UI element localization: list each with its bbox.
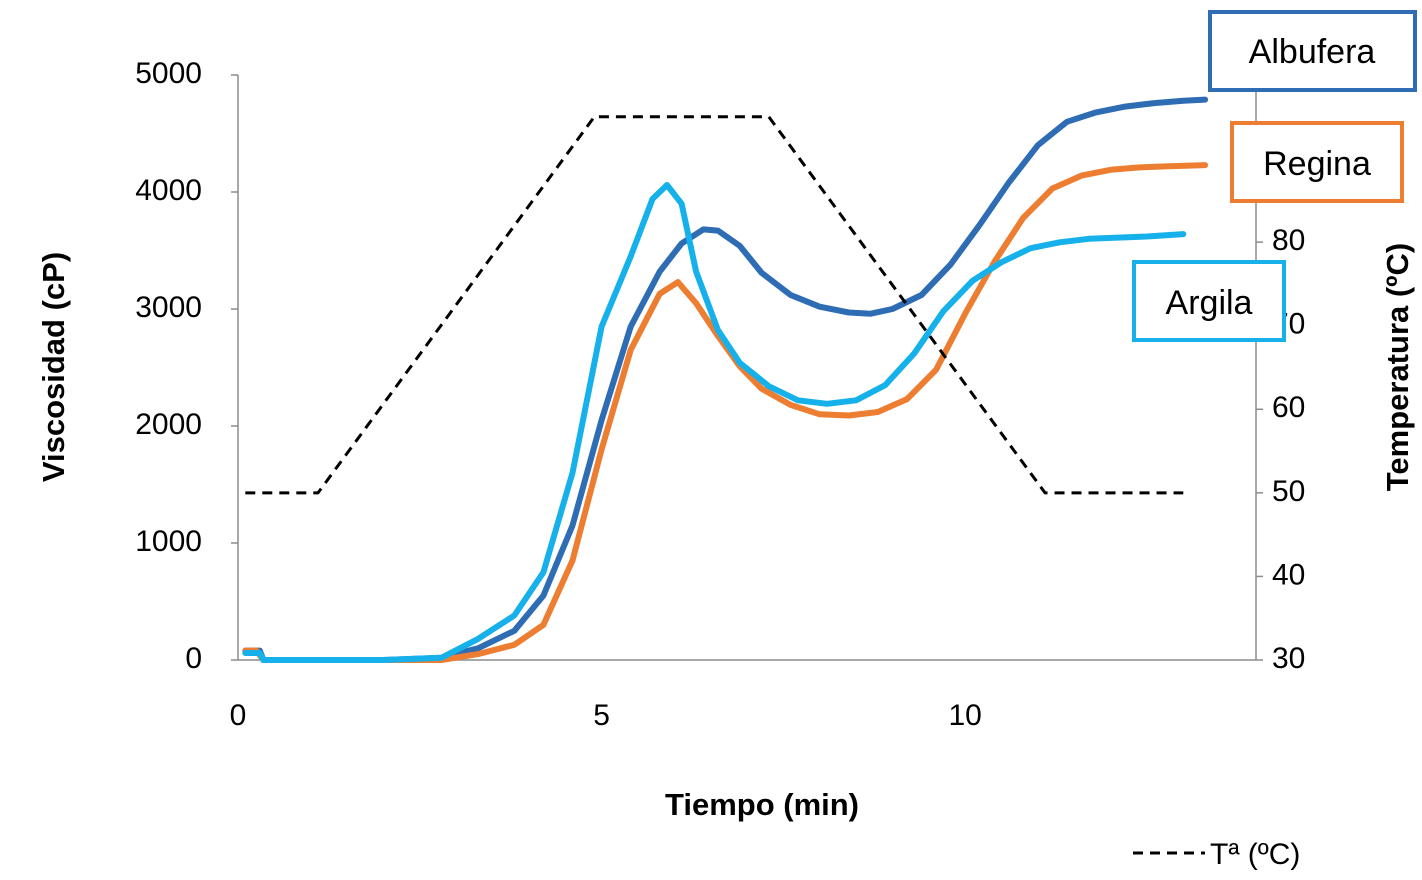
label-regina: Regina bbox=[1230, 121, 1404, 203]
legend-temperature: Tª (ºC) bbox=[1210, 838, 1300, 871]
label-argila: Argila bbox=[1132, 260, 1286, 342]
label-albufera-text: Albufera bbox=[1249, 33, 1376, 71]
legend: Tª (ºC) bbox=[1133, 838, 1300, 871]
right-tick-label: 60 bbox=[1272, 391, 1305, 424]
left-tick-label: 5000 bbox=[135, 57, 202, 90]
label-regina-text: Regina bbox=[1263, 145, 1371, 183]
left-tick-label: 2000 bbox=[135, 408, 202, 441]
series-line-t-c bbox=[245, 115, 1184, 495]
left-tick-label: 3000 bbox=[135, 291, 202, 324]
right-tick-label: 50 bbox=[1272, 475, 1305, 508]
x-tick-label: 10 bbox=[948, 699, 981, 732]
label-albufera: Albufera bbox=[1208, 10, 1417, 92]
y-axis-title: Viscosidad (cP) bbox=[36, 252, 71, 482]
right-tick-label: 30 bbox=[1272, 642, 1305, 675]
left-tick-label: 1000 bbox=[135, 525, 202, 558]
left-y-ticks: 0 1000 2000 3000 4000 5000 bbox=[135, 57, 238, 675]
right-tick-label: 40 bbox=[1272, 558, 1305, 591]
y2-axis-title: Temperatura (ºC) bbox=[1380, 243, 1415, 491]
series-lines bbox=[242, 96, 1209, 663]
left-tick-label: 4000 bbox=[135, 174, 202, 207]
x-tick-label: 5 bbox=[593, 699, 610, 732]
label-argila-text: Argila bbox=[1166, 284, 1253, 322]
x-tick-label: 0 bbox=[230, 699, 247, 732]
x-axis-title: Tiempo (min) bbox=[665, 787, 859, 822]
x-ticks: 0 5 10 bbox=[230, 699, 982, 732]
left-tick-label: 0 bbox=[185, 642, 202, 675]
series-line-argila bbox=[242, 182, 1187, 663]
right-tick-label: 80 bbox=[1272, 224, 1305, 257]
